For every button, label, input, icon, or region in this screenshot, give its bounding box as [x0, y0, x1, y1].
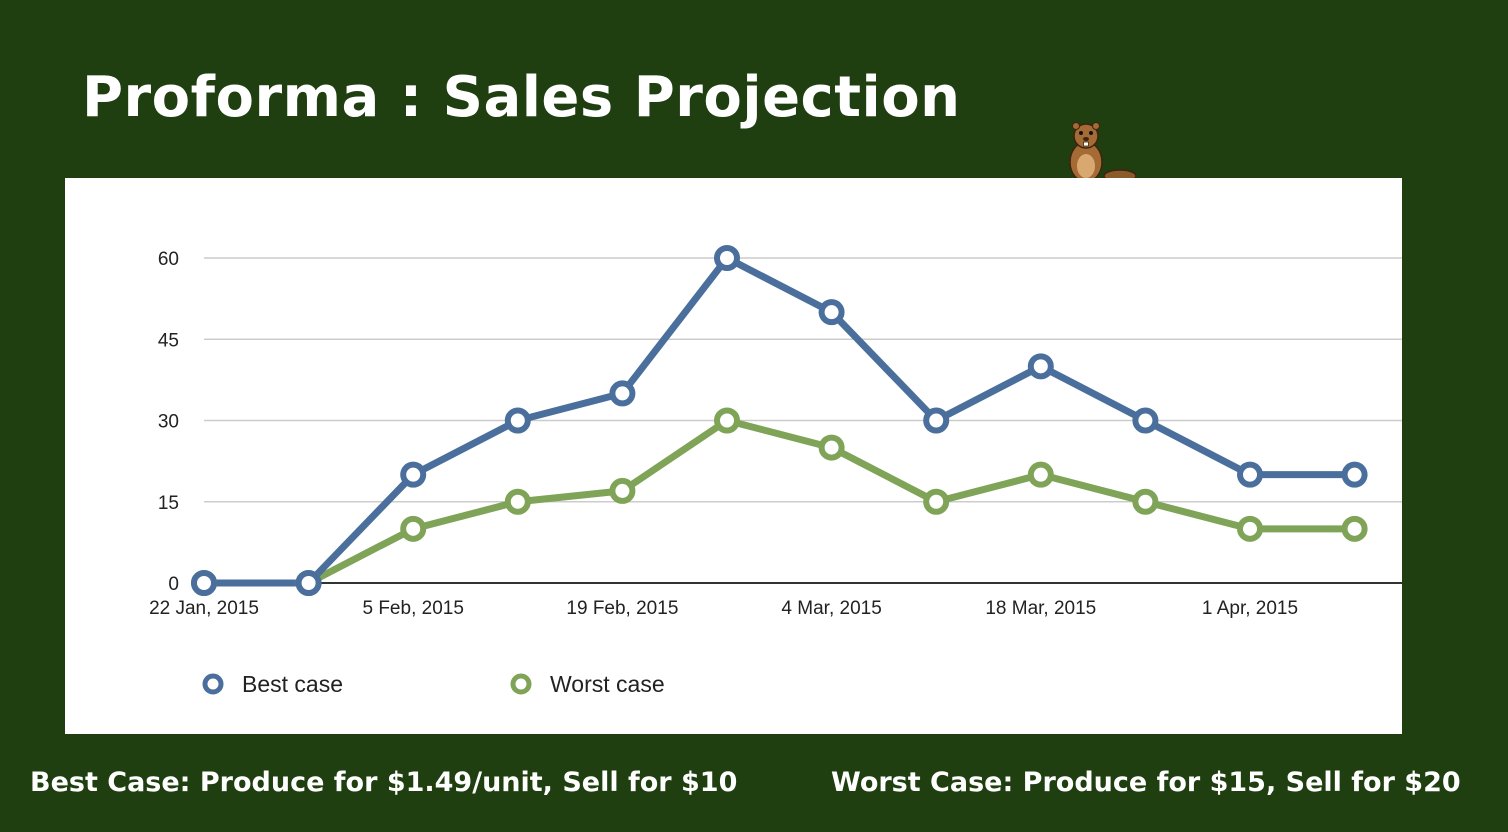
best-case-point: [1341, 461, 1368, 488]
worst-case-point: [1237, 515, 1263, 542]
worst-case-point: [609, 477, 636, 504]
x-tick-label: 5 Feb, 2015: [362, 598, 463, 619]
worst-case-point: [1132, 488, 1159, 515]
best-case-point: [191, 570, 217, 596]
y-tick-label: 0: [168, 574, 179, 595]
legend-label-best-case: Best case: [242, 671, 343, 697]
best-case-point: [923, 407, 950, 434]
x-tick-label: 18 Mar, 2015: [985, 598, 1096, 619]
best-case-point: [1132, 407, 1159, 434]
legend-marker-worst-case: [510, 673, 532, 695]
worst-case-series-line: [200, 417, 1359, 587]
best-case-note: Best Case: Produce for $1.49/unit, Sell …: [30, 767, 738, 798]
best-case-point: [818, 299, 845, 326]
best-case-point: [295, 570, 322, 596]
x-tick-label: 4 Mar, 2015: [781, 598, 881, 619]
worst-case-point: [923, 488, 950, 515]
y-tick-label: 30: [158, 412, 179, 433]
x-tick-label: 1 Apr, 2015: [1202, 598, 1298, 619]
worst-case-point: [504, 488, 531, 515]
best-case-series-line: [200, 254, 1359, 587]
best-case-point: [1027, 353, 1054, 380]
x-tick-label: 19 Feb, 2015: [566, 598, 678, 619]
worst-case-point: [1341, 515, 1368, 542]
worst-case-point: [818, 434, 845, 461]
worst-case-point: [400, 515, 427, 542]
best-case-point: [714, 245, 740, 271]
y-tick-label: 15: [158, 493, 179, 514]
worst-case-point: [1027, 461, 1054, 488]
sales-projection-chart: 0 15 30 45 60 22 Jan, 2015 5 Feb, 2015 19 Feb, …: [149, 245, 1402, 697]
worst-case-note: Worst Case: Produce for $15, Sell for $2…: [831, 767, 1461, 798]
best-case-point: [609, 380, 636, 407]
x-tick-label: 22 Jan, 2015: [149, 598, 259, 619]
worst-case-point: [714, 407, 740, 434]
y-tick-label: 45: [158, 330, 179, 351]
legend-label-worst-case: Worst case: [550, 671, 665, 697]
best-case-point: [400, 461, 427, 488]
chart-panel: 0 15 30 45 60 22 Jan, 2015 5 Feb, 2015 19 Feb, …: [65, 178, 1402, 734]
legend-marker-best-case: [202, 673, 224, 695]
best-case-point: [504, 407, 531, 434]
y-tick-label: 60: [158, 249, 179, 270]
slide-title: Proforma : Sales Projection: [82, 65, 961, 130]
best-case-point: [1237, 461, 1263, 488]
